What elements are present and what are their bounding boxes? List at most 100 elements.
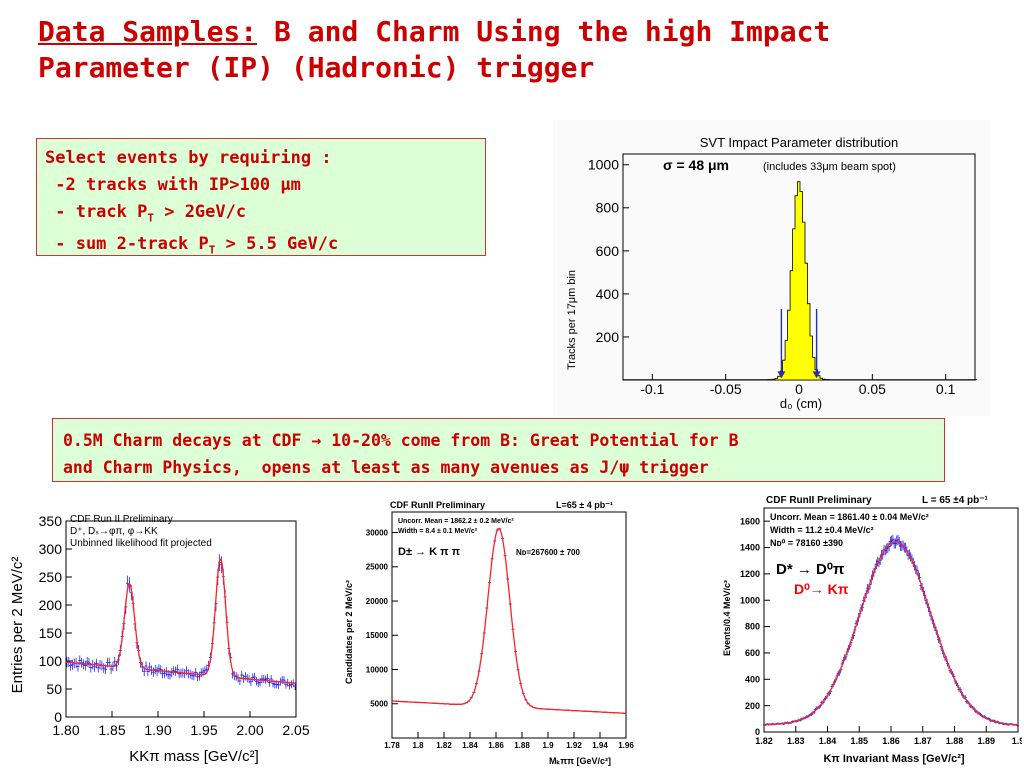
svt-plot-panel: SVT Impact Parameter distribution σ = 48… [553, 120, 990, 416]
dkpipi-header-left: CDF RunII Preliminary [390, 500, 485, 510]
dkpipi-xtick-label: 1.9 [542, 741, 554, 750]
selection-item-ip: -2 tracks with IP>100 μm [45, 175, 301, 195]
kkpi-ytick-label: 0 [54, 709, 62, 725]
kkpi-xlabel: KKπ mass [GeV/c²] [129, 748, 259, 765]
dkpipi-xtick-label: 1.84 [462, 741, 478, 750]
d0kpi-decay-1: D* → D⁰π [776, 561, 845, 578]
dkpipi-ytick-label: 30000 [366, 528, 389, 537]
kkpi-plot-panel: CDF Run II Preliminary D⁺, Dₛ→φπ, φ→KK U… [4, 497, 322, 768]
dkpipi-ytick-label: 5000 [370, 700, 388, 709]
dkpipi-xlabel: Mₖππ [GeV/c²] [549, 756, 611, 766]
svt-ytick-label: 600 [596, 243, 620, 259]
svt-chart: SVT Impact Parameter distribution σ = 48… [566, 135, 978, 411]
title-line2: Parameter (IP) (Hadronic) trigger [38, 51, 595, 84]
kkpi-ytick-label: 200 [39, 597, 63, 613]
dkpipi-ytick-label: 25000 [366, 563, 389, 572]
dkpipi-plot-panel: CDF RunII Preliminary L=65 ± 4 pb⁻¹ Unco… [340, 492, 642, 768]
kkpi-legend-1: CDF Run II Preliminary [70, 514, 173, 525]
d0kpi-decay-2: D⁰→ Kπ [794, 581, 849, 597]
kkpi-frame [65, 520, 297, 718]
d0kpi-xtick-label: 1.86 [882, 736, 900, 746]
kkpi-ytick-label: 250 [39, 569, 63, 585]
svt-ytick-label: 1000 [588, 157, 619, 173]
kkpi-ylabel: Entries per 2 MeV/c² [9, 557, 26, 694]
svt-xtick-label: 0.05 [859, 381, 886, 397]
dkpipi-xtick-label: 1.88 [514, 741, 530, 750]
d0kpi-ytick-label: 600 [745, 648, 760, 658]
d0kpi-stat-2: Width = 11.2 ±0.4 MeV/c² [770, 525, 874, 535]
dkpipi-chart: CDF RunII Preliminary L=65 ± 4 pb⁻¹ Unco… [344, 500, 634, 766]
selection-box: Select events by requiring : -2 tracks w… [36, 138, 486, 257]
kkpi-chart: CDF Run II Preliminary D⁺, Dₛ→φπ, φ→KK U… [9, 513, 310, 765]
kkpi-fit-curve [65, 558, 297, 685]
dkpipi-xtick-label: 1.78 [384, 741, 400, 750]
d0kpi-xtick-label: 1.9 [1012, 736, 1022, 746]
d0kpi-stat-1: Uncorr. Mean = 1861.40 ± 0.04 MeV/c² [770, 512, 929, 522]
selection-item-track-pt: - track PT > 2GeV/c [45, 202, 247, 225]
selection-item-sum-pt: - sum 2-track PT > 5.5 GeV/c [45, 234, 339, 257]
d0kpi-xtick-label: 1.85 [850, 736, 868, 746]
dkpipi-xtick-label: 1.94 [592, 741, 608, 750]
title-prefix: Data Samples: [38, 15, 258, 48]
d0kpi-header-right: L = 65 ±4 pb⁻¹ [922, 495, 989, 506]
d0kpi-fit-curve [763, 541, 1018, 726]
d0kpi-stat-3: Nᴅ⁰ = 78160 ±390 [770, 538, 843, 548]
d0kpi-chart: CDF RunII Preliminary L = 65 ±4 pb⁻¹ Unc… [722, 495, 1024, 765]
svt-xtick-label: 0.1 [936, 381, 956, 397]
dkpipi-stat-1: Uncorr. Mean = 1862.2 ± 0.2 MeV/c² [398, 518, 514, 525]
dkpipi-ylabel: Candidates per 2 MeV/c² [344, 580, 354, 684]
dkpipi-header-right: L=65 ± 4 pb⁻¹ [556, 500, 613, 510]
svt-ytick-label: 400 [596, 286, 620, 302]
kkpi-xtick-label: 1.95 [190, 722, 217, 738]
svt-ylabel: Tracks per 17μm bin [566, 270, 578, 370]
dkpipi-xtick-label: 1.86 [488, 741, 504, 750]
kkpi-ytick-label: 50 [46, 681, 62, 697]
kkpi-ytick-label: 100 [39, 653, 63, 669]
d0kpi-xtick-label: 1.87 [914, 736, 932, 746]
d0kpi-xtick-label: 1.82 [755, 736, 773, 746]
kkpi-xtick-label: 2.05 [282, 722, 309, 738]
svt-xlabel: d₀ (cm) [780, 396, 822, 411]
svt-cut-arrow [812, 371, 821, 379]
d0kpi-xtick-label: 1.89 [977, 736, 995, 746]
summary-line2: and Charm Physics, opens at least as man… [63, 458, 709, 477]
d0kpi-ytick-label: 1000 [740, 595, 760, 605]
summary-box: 0.5M Charm decays at CDF → 10-20% come f… [52, 418, 945, 482]
dkpipi-fit-curve [391, 527, 626, 714]
svt-ytick-label: 800 [596, 200, 620, 216]
dkpipi-ytick-label: 20000 [366, 597, 389, 606]
svt-xtick-label: -0.05 [710, 381, 742, 397]
d0kpi-ytick-label: 800 [745, 622, 760, 632]
summary-line1: 0.5M Charm decays at CDF → 10-20% come f… [63, 431, 739, 450]
title-rest: B and Charm Using the high Impact [257, 15, 831, 48]
svt-xtick-label: -0.1 [640, 381, 664, 397]
dkpipi-xtick-label: 1.82 [436, 741, 452, 750]
d0kpi-ytick-label: 400 [745, 674, 760, 684]
kkpi-legend-3: Unbinned likelihood fit projected [70, 538, 212, 549]
kkpi-xtick-label: 1.80 [52, 722, 79, 738]
svt-title: SVT Impact Parameter distribution [700, 135, 898, 150]
dkpipi-yield: Nᴅ=267600 ± 700 [516, 548, 580, 557]
kkpi-ytick-label: 300 [39, 541, 63, 557]
kkpi-legend-2: D⁺, Dₛ→φπ, φ→KK [70, 526, 158, 537]
svt-xtick-label: 0 [795, 381, 803, 397]
d0kpi-header-left: CDF RunII Preliminary [766, 495, 872, 506]
d0kpi-xtick-label: 1.88 [946, 736, 964, 746]
dkpipi-stat-2: Width = 8.4 ± 0.1 MeV/c² [398, 528, 478, 535]
dkpipi-decay: D± → K π π [398, 546, 461, 558]
d0kpi-ylabel: Events/0.4 MeV/c² [722, 580, 732, 656]
svt-annotation-small: (includes 33μm beam spot) [763, 161, 896, 173]
kkpi-xtick-label: 2.00 [236, 722, 263, 738]
kkpi-ytick-label: 150 [39, 625, 63, 641]
d0kpi-xtick-label: 1.83 [787, 736, 805, 746]
dkpipi-frame [391, 511, 627, 739]
selection-heading: Select events by requiring : [45, 148, 332, 168]
slide-title: Data Samples: B and Charm Using the high… [38, 14, 998, 86]
svt-ytick-label: 200 [596, 329, 620, 345]
d0kpi-xlabel: Kπ Invariant Mass [GeV/c²] [823, 753, 964, 765]
kkpi-xtick-label: 1.85 [98, 722, 125, 738]
d0kpi-ytick-label: 1200 [740, 569, 760, 579]
dkpipi-ytick-label: 15000 [366, 631, 389, 640]
kkpi-ytick-label: 350 [39, 513, 63, 529]
dkpipi-ytick-label: 10000 [366, 665, 389, 674]
